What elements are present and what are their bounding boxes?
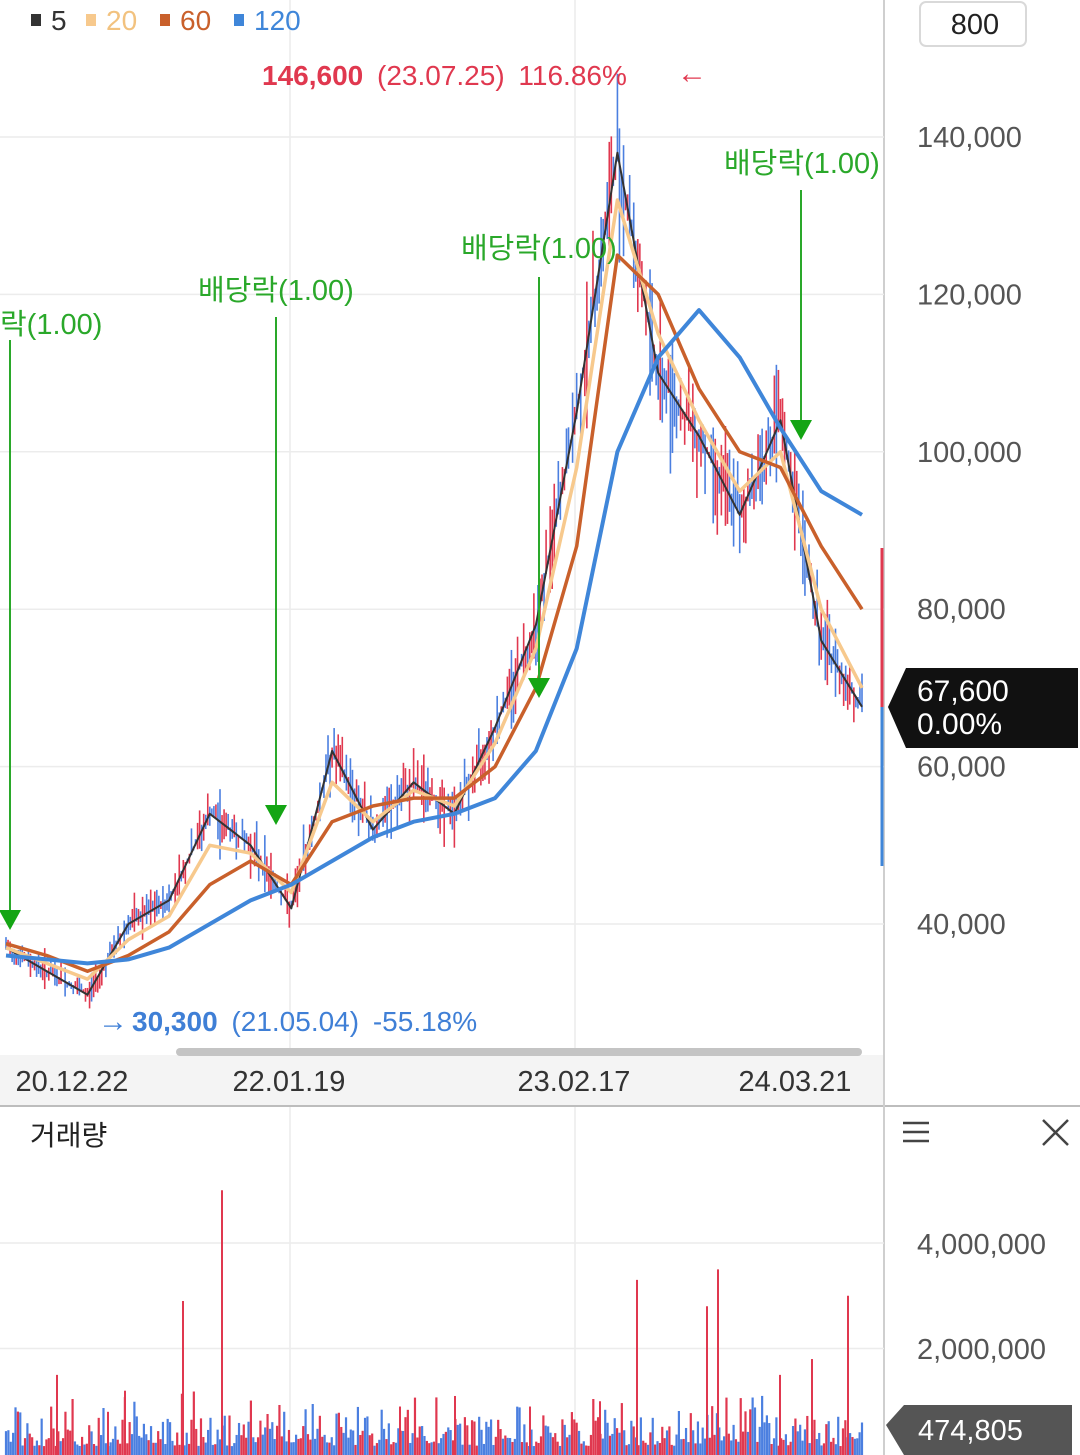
low-price-annotation: → 30,300 (21.05.04) -55.18% [98,1005,477,1038]
legend-swatch-20 [86,14,96,26]
current-change-pct: 0.00% [917,708,1002,741]
price-axis-panel [884,0,1080,1105]
moving-average-lines [5,151,864,996]
dividend-arrow-icon [528,678,550,698]
high-price: 146,600 [262,60,363,91]
dividend-markers: 락(1.00) 배당락(1.00) 배당락(1.00) 배당락(1.00) [0,148,880,930]
volume-bars [4,1190,864,1455]
price-axis-label: 140,000 [917,122,1022,154]
volume-gridlines [0,1107,884,1455]
dividend-arrow-icon [790,420,812,440]
dividend-label: 배당락(1.00) [461,233,617,265]
legend-label-60: 60 [180,5,211,36]
volume-plot-area[interactable] [0,1107,884,1455]
low-date: (21.05.04) [231,1006,359,1037]
low-arrow-icon: → [98,1005,128,1038]
date-axis-label: 20.12.22 [16,1066,129,1098]
price-axis-label: 100,000 [917,437,1022,469]
date-axis-strip [0,1055,884,1105]
low-price: 30,300 [132,1006,218,1037]
dividend-label: 배당락(1.00) [724,148,880,180]
price-axis-label: 60,000 [917,752,1006,784]
legend-label-120: 120 [254,5,301,36]
volume-axis-label-4m: 4,000,000 [917,1229,1046,1261]
volume-axis-label-2m: 2,000,000 [917,1334,1046,1366]
date-axis-label: 23.02.17 [518,1066,631,1098]
dividend-label: 배당락(1.00) [198,275,354,307]
legend-swatch-5 [31,14,41,26]
price-axis-label: 80,000 [917,594,1006,626]
price-axis-label: 40,000 [917,909,1006,941]
hamburger-menu-icon[interactable] [903,1121,929,1143]
low-pct: -55.18% [373,1006,477,1037]
price-axis-label: 120,000 [917,279,1022,311]
svg-text:30,300 (21.05.04): 30,300 (21.05.04) -55.18% [132,1006,477,1037]
date-axis-label: 24.03.21 [739,1066,852,1098]
volume-title: 거래량 [30,1120,107,1151]
dividend-arrow-icon [265,805,287,825]
price-axis-labels: 140,000 120,000 100,000 80,000 60,000 40,000 [917,122,1022,941]
period-value: 800 [951,9,999,41]
ma-line-120 [5,308,864,966]
legend-swatch-60 [160,14,170,26]
date-axis-labels: 20.12.22 22.01.19 23.02.17 24.03.21 [16,1066,852,1098]
legend-label-5: 5 [51,5,67,36]
ma-line-60 [5,253,864,973]
current-volume-tag: 474,805 [886,1405,1072,1455]
date-axis-label: 22.01.19 [233,1066,346,1098]
current-volume: 474,805 [918,1415,1023,1447]
current-price: 67,600 [917,675,1009,708]
price-gridlines [0,0,884,1055]
close-icon[interactable] [1042,1119,1069,1146]
horizontal-scrollbar[interactable] [176,1048,862,1056]
dividend-arrow-icon [0,910,21,930]
legend-swatch-120 [234,14,244,26]
high-arrow-icon: ← [677,57,707,90]
legend[interactable]: 5 20 60 120 [31,5,301,36]
high-date: (23.07.25) [377,60,505,91]
volume-axis-panel [884,1107,1080,1455]
svg-text:146,600 (23.07.25): 146,600 (23.07.25) 116.86% [262,60,627,91]
current-price-tag: 67,600 0.00% [888,668,1078,748]
legend-label-20: 20 [106,5,137,36]
dividend-label: 락(1.00) [0,309,102,341]
high-price-annotation: 146,600 (23.07.25) 116.86% ← [262,57,707,91]
period-selector[interactable]: 800 [919,1,1027,47]
price-plot-area[interactable] [0,0,884,1055]
high-pct: 116.86% [518,60,626,91]
